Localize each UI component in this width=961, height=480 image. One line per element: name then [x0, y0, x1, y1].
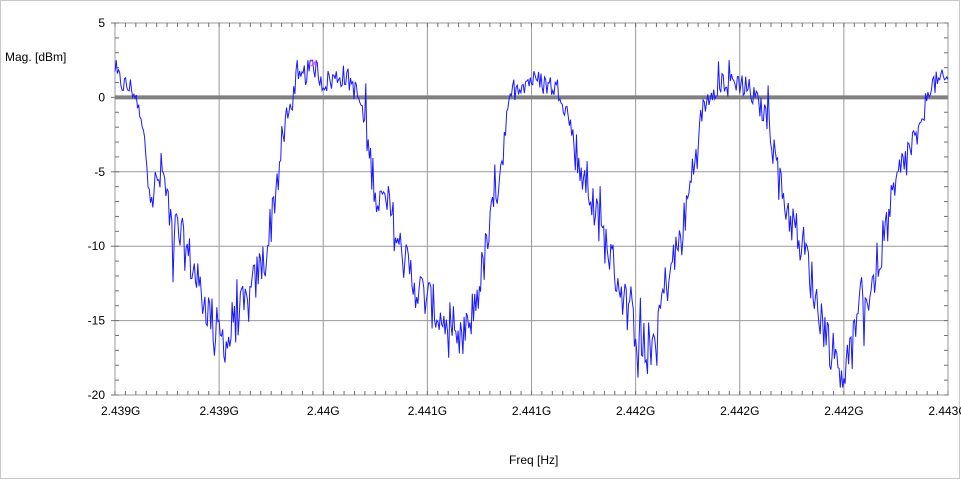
- x-tick-label: 2.439G: [101, 404, 140, 418]
- peak-marker-stroke: [310, 59, 318, 67]
- x-tick-label: 2.442G: [824, 404, 863, 418]
- x-tick-labels: 2.439G 2.439G 2.44G 2.441G 2.441G 2.442G 2.442…: [101, 404, 961, 418]
- series-layer: [114, 59, 949, 388]
- spectrum-trace: [114, 59, 949, 388]
- x-tick-label: 2.439G: [199, 404, 238, 418]
- y-tick-labels: 5 0 -5 -10 -15 -20: [88, 16, 106, 402]
- y-tick-label: 0: [98, 90, 105, 104]
- y-tick-label: -20: [88, 388, 106, 402]
- marker-layer: [310, 59, 318, 67]
- y-tick-label: 5: [98, 16, 105, 30]
- x-axis-label: Freq [Hz]: [509, 453, 559, 467]
- y-tick-label: -5: [94, 165, 105, 179]
- x-tick-label: 2.442G: [720, 404, 759, 418]
- x-tick-label: 2.441G: [408, 404, 447, 418]
- x-tick-label: 2.441G: [512, 404, 551, 418]
- x-tick-label: 2.443G: [928, 404, 961, 418]
- x-tick-label: 2.44G: [307, 404, 340, 418]
- y-axis-label: Mag. [dBm]: [5, 50, 67, 64]
- y-tick-label: -15: [88, 314, 106, 328]
- x-tick-label: 2.442G: [616, 404, 655, 418]
- y-tick-label: -10: [88, 239, 106, 253]
